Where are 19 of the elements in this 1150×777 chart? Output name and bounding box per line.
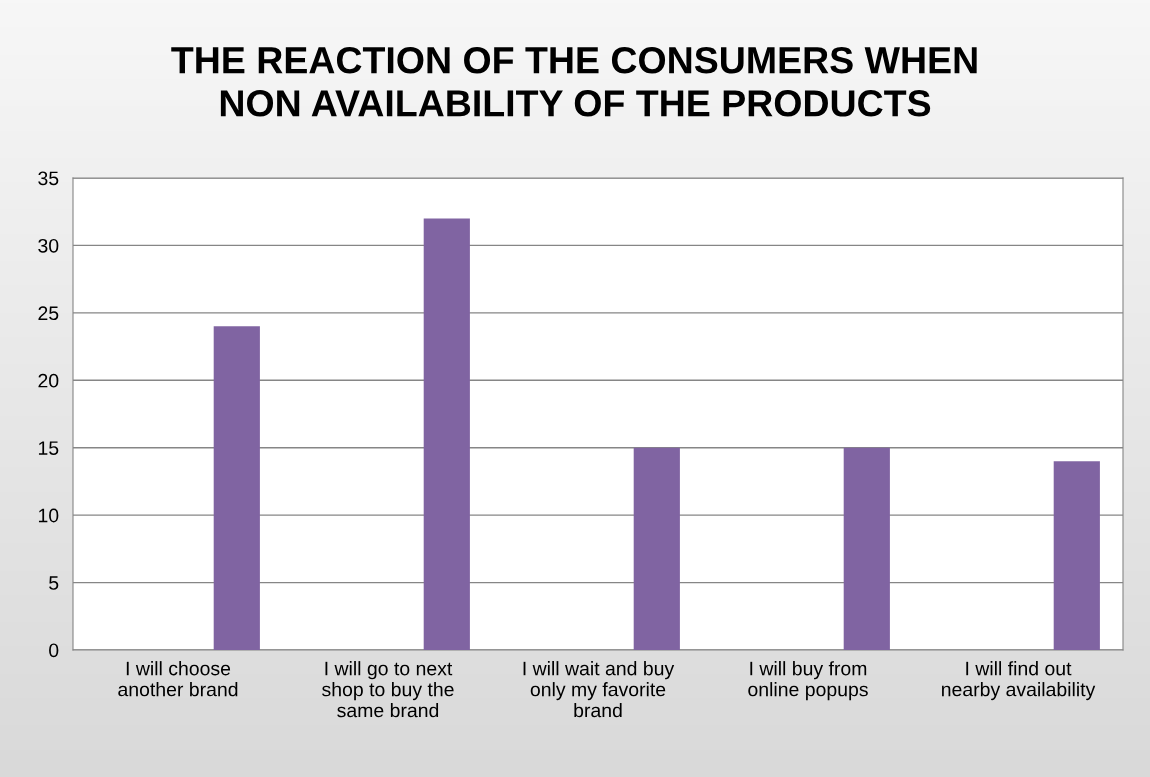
x-tick-label: I will wait and buy only my favorite brand bbox=[523, 661, 675, 718]
bar bbox=[423, 218, 470, 650]
y-tick-label: 20 bbox=[38, 373, 59, 388]
x-tick-label: I will choose another brand bbox=[118, 661, 238, 697]
bar bbox=[843, 447, 890, 650]
y-tick-label: 15 bbox=[38, 441, 59, 455]
y-tick-label: 35 bbox=[38, 171, 59, 186]
y-tick-label: 0 bbox=[49, 643, 59, 658]
bar bbox=[633, 447, 680, 650]
bar bbox=[1053, 461, 1100, 650]
chart-title: THE REACTION OF THE CONSUMERS WHEN NON AVAILABILITY OF THE PRODUCTS bbox=[171, 46, 977, 117]
x-tick-label: I will buy from online popups bbox=[748, 661, 868, 701]
y-tick-label: 25 bbox=[38, 306, 59, 321]
bar bbox=[213, 326, 260, 650]
y-tick-label: 10 bbox=[38, 508, 59, 523]
y-tick-label: 5 bbox=[49, 576, 59, 590]
y-tick-label: 30 bbox=[38, 238, 59, 253]
x-tick-label: I will go to next shop to buy the same brand bbox=[322, 661, 454, 718]
x-tick-label: I will find out nearby availability bbox=[942, 661, 1096, 701]
